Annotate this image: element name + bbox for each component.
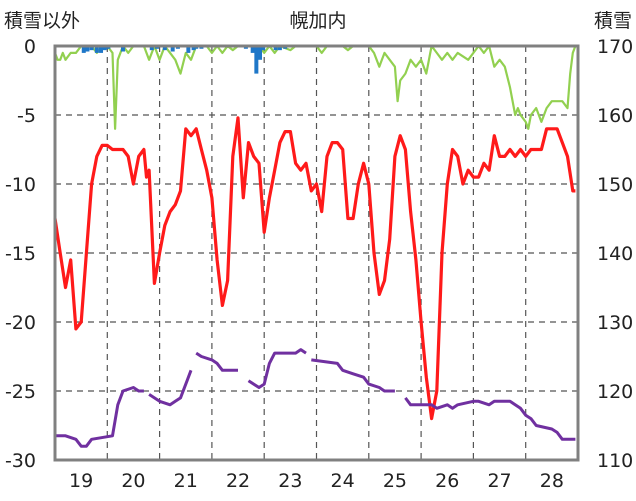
left-tick-label: -15	[5, 243, 36, 265]
series-line-purple	[404, 396, 576, 441]
x-tick-label: 22	[226, 470, 250, 492]
left-axis-label: 積雪以外	[4, 10, 80, 32]
bar-blue	[258, 46, 263, 60]
plot-frame	[53, 44, 580, 462]
bar-blue	[254, 46, 259, 74]
bar-blue	[99, 46, 104, 53]
left-tick-label: -20	[5, 312, 36, 334]
series-line-temperature	[53, 116, 576, 421]
series-layer	[53, 44, 577, 448]
bar-blue	[191, 46, 196, 51]
series-line-purple	[247, 348, 307, 389]
bar-blue	[85, 46, 90, 52]
left-tick-label: -5	[17, 105, 36, 127]
right-tick-label: 170	[597, 36, 633, 58]
bar-blue	[94, 46, 99, 53]
right-tick-label: 140	[597, 243, 633, 265]
bar-blue	[186, 46, 191, 53]
grid	[55, 46, 578, 460]
right-tick-label: 110	[597, 450, 633, 472]
right-tick-label: 150	[597, 174, 633, 196]
bar-blue	[120, 46, 125, 52]
x-tick-label: 28	[540, 470, 564, 492]
bar-blue	[102, 46, 107, 51]
right-tick-label: 120	[597, 381, 633, 403]
series-line-purple	[55, 386, 144, 448]
x-tick-label: 20	[121, 470, 145, 492]
bar-blue	[162, 46, 167, 51]
series-line-green	[53, 44, 577, 130]
chart-title: 幌加内	[289, 10, 346, 32]
series-line-purple	[148, 369, 193, 407]
bar-blue	[149, 46, 154, 51]
bar-blue	[277, 46, 282, 51]
left-tick-label: -30	[5, 450, 36, 472]
series-line-purple	[311, 358, 395, 393]
right-tick-label: 160	[597, 105, 633, 127]
bar-blue	[261, 46, 266, 51]
x-tick-label: 27	[487, 470, 511, 492]
x-tick-label: 21	[174, 470, 198, 492]
bar-blue	[81, 46, 86, 53]
x-axis-ticks: 19 20 21 22 23 24 25 26 27 28	[69, 470, 564, 492]
right-tick-label: 130	[597, 312, 633, 334]
left-tick-label: -10	[5, 174, 36, 196]
x-tick-label: 24	[331, 470, 355, 492]
bar-blue	[89, 46, 94, 51]
left-axis-ticks: 0 -5 -10 -15 -20 -25 -30	[5, 36, 36, 472]
left-tick-label: -25	[5, 381, 36, 403]
left-tick-label: 0	[24, 36, 36, 58]
x-tick-label: 23	[278, 470, 302, 492]
series-line-purple	[195, 351, 238, 372]
right-axis-label: 積雪	[594, 10, 632, 32]
x-tick-label: 19	[69, 470, 93, 492]
x-tick-label: 26	[435, 470, 459, 492]
bar-blue	[273, 46, 278, 51]
x-tick-label: 25	[383, 470, 407, 492]
bar-blue	[250, 46, 255, 53]
bar-blue	[170, 46, 175, 52]
right-axis-ticks: 170 160 150 140 130 120 110	[597, 36, 633, 472]
